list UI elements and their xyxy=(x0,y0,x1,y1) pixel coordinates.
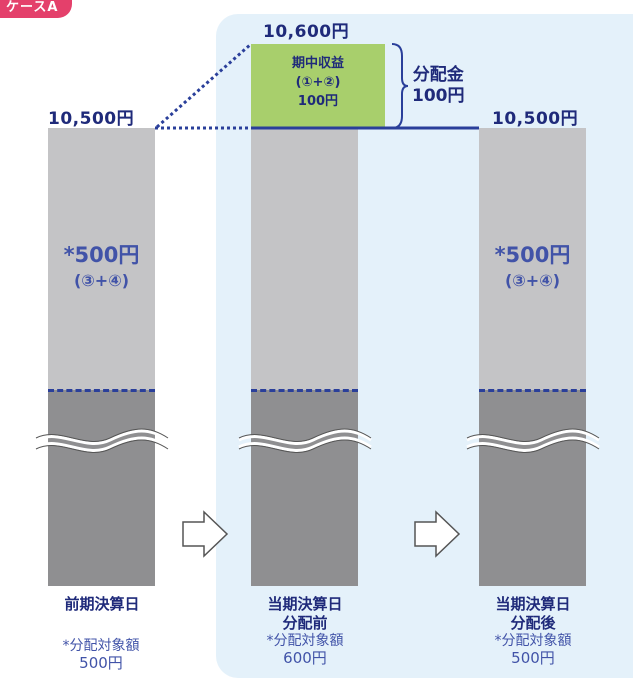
period-earnings-formula: (①+②) xyxy=(295,75,341,90)
left-dash-line xyxy=(48,389,155,392)
left-bar-lower xyxy=(48,390,155,586)
left-note-amount: 500円 xyxy=(79,654,123,672)
left-caption-title: 前期決算日 xyxy=(64,595,140,613)
left-bar-upper xyxy=(48,128,155,390)
right-caption: 当期決算日 分配後 xyxy=(468,595,598,633)
left-bar-formula: (③+④) xyxy=(73,271,130,290)
middle-note-label: *分配対象額 xyxy=(266,633,344,649)
right-arrow-icon xyxy=(182,510,229,558)
middle-caption-subtitle: 分配前 xyxy=(282,614,328,632)
right-note-amount: 500円 xyxy=(511,649,555,667)
right-price: 10,500円 xyxy=(492,109,579,129)
right-bar-lower xyxy=(479,390,586,586)
right-dash-line xyxy=(479,389,586,392)
distribution-amount: 100円 xyxy=(412,86,465,106)
right-note-label: *分配対象額 xyxy=(494,633,572,649)
right-bar-label: *500円 (③+④) xyxy=(479,243,586,293)
right-bar-amount: *500円 xyxy=(494,243,571,267)
case-tag: ケースA xyxy=(0,0,72,18)
right-bar xyxy=(479,128,586,586)
middle-bar xyxy=(251,128,358,586)
left-note: *分配対象額 500円 xyxy=(31,638,171,672)
right-bar-formula: (③+④) xyxy=(504,271,561,290)
wave-break-icon xyxy=(35,429,600,452)
middle-note-amount: 600円 xyxy=(283,649,327,667)
middle-caption: 当期決算日 分配前 xyxy=(240,595,370,633)
middle-top-price: 10,600円 xyxy=(263,22,350,42)
brace-icon xyxy=(391,43,409,129)
left-price: 10,500円 xyxy=(48,109,135,129)
right-caption-subtitle: 分配後 xyxy=(510,614,556,632)
left-note-label: *分配対象額 xyxy=(62,638,140,654)
distribution-title: 分配金 xyxy=(412,65,464,85)
middle-caption-title: 当期決算日 xyxy=(267,595,343,613)
wave-break-outline xyxy=(35,428,600,453)
right-note: *分配対象額 500円 xyxy=(463,633,603,667)
left-bar-amount: *500円 xyxy=(63,243,140,267)
period-earnings-box: 期中収益 (①+②) 100円 xyxy=(251,44,385,128)
right-arrow-icon xyxy=(414,510,461,558)
period-earnings-label: 期中収益 xyxy=(291,56,344,71)
left-bar-label: *500円 (③+④) xyxy=(48,243,155,293)
middle-bar-upper xyxy=(251,128,358,390)
left-caption: 前期決算日 xyxy=(37,595,167,614)
middle-dash-line xyxy=(251,389,358,392)
distribution-label: 分配金 100円 xyxy=(412,65,465,107)
left-bar xyxy=(48,128,155,586)
middle-note: *分配対象額 600円 xyxy=(235,633,375,667)
dotted-connector xyxy=(155,42,252,130)
middle-bar-lower xyxy=(251,390,358,586)
period-earnings-amount: 100円 xyxy=(297,94,339,109)
right-bar-upper xyxy=(479,128,586,390)
right-caption-title: 当期決算日 xyxy=(495,595,571,613)
